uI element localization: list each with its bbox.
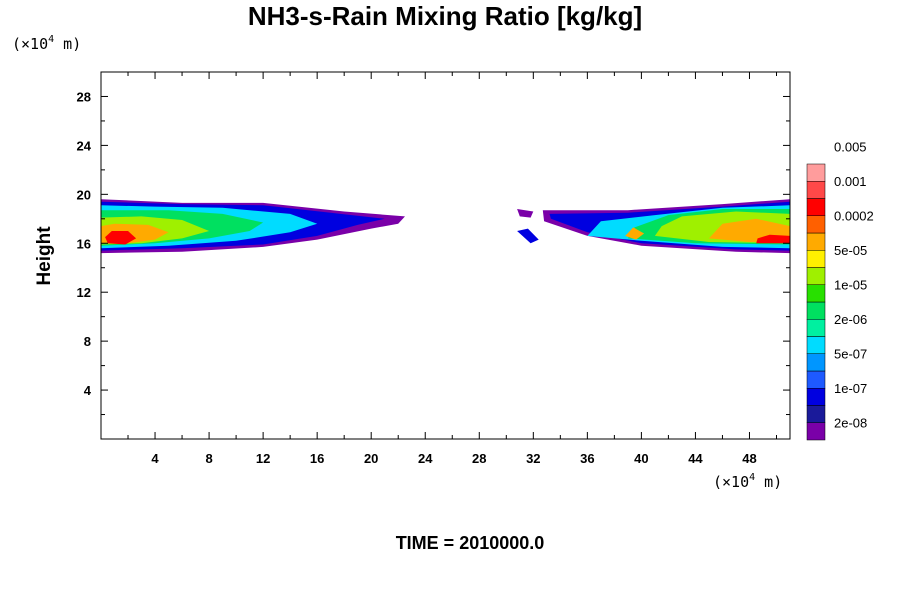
legend-label: 0.0002 — [834, 208, 874, 223]
time-label: TIME = 2010000.0 — [396, 533, 545, 553]
legend-swatch — [806, 215, 826, 234]
x-unit-label: (×104 m) — [713, 472, 782, 491]
color-legend: 2e-08 1e-07 5e-07 2e-06 1e-05 5e-05 0.0002 0.00… — [806, 139, 874, 441]
legend-swatch — [806, 284, 826, 303]
legend-swatch — [806, 336, 826, 354]
legend-swatch — [806, 163, 826, 182]
legend-label: 5e-07 — [834, 346, 867, 361]
y-tick-label: 12 — [77, 285, 91, 300]
y-tick-label: 16 — [77, 236, 91, 251]
x-tick-label: 8 — [205, 451, 212, 466]
x-tick-label: 48 — [742, 451, 756, 466]
legend-label: 2e-08 — [834, 415, 867, 430]
chart-title: NH3-s-Rain Mixing Ratio [kg/kg] — [248, 1, 642, 31]
field-region — [517, 228, 539, 244]
legend-label: 5e-05 — [834, 243, 867, 258]
field-regions — [101, 199, 790, 254]
y-tick-label: 28 — [77, 89, 91, 104]
plot-frame — [100, 71, 791, 440]
x-tick-label: 32 — [526, 451, 540, 466]
legend-label: 1e-05 — [834, 277, 867, 292]
legend-swatch — [806, 388, 826, 406]
x-tick-label: 4 — [151, 451, 159, 466]
legend-label: 2e-06 — [834, 312, 867, 327]
field-region — [756, 234, 790, 244]
legend-swatch — [806, 181, 826, 199]
y-axis-label: Height — [34, 226, 55, 286]
x-tick-label: 28 — [472, 451, 486, 466]
field-region — [105, 231, 137, 245]
x-tick-label: 20 — [364, 451, 378, 466]
y-tick-label: 20 — [77, 187, 91, 202]
x-tick-label: 40 — [634, 451, 648, 466]
x-tick-label: 16 — [310, 451, 324, 466]
legend-swatch — [806, 405, 826, 423]
y-tick-label: 4 — [84, 383, 92, 398]
legend-swatch — [806, 301, 826, 320]
legend-swatch — [806, 232, 826, 251]
x-tick-label: 24 — [418, 451, 433, 466]
legend-swatch — [806, 267, 826, 285]
legend-swatch — [806, 319, 826, 337]
y-tick-label: 24 — [77, 138, 92, 153]
legend-swatch — [806, 250, 826, 268]
legend-label: 0.005 — [834, 139, 867, 154]
legend-swatch — [806, 198, 826, 216]
plot-background — [101, 72, 790, 439]
field-region — [625, 227, 645, 240]
y-tick-label: 8 — [84, 334, 91, 349]
legend-label: 0.001 — [834, 174, 867, 189]
legend-label: 1e-07 — [834, 381, 867, 396]
field-region — [517, 209, 534, 218]
x-tick-label: 44 — [688, 451, 703, 466]
legend-swatch — [806, 370, 826, 389]
y-unit-label: (×104 m) — [12, 34, 81, 53]
x-tick-label: 12 — [256, 451, 270, 466]
x-tick-label: 36 — [580, 451, 594, 466]
legend-swatch — [806, 353, 826, 372]
legend-swatch — [806, 422, 826, 441]
